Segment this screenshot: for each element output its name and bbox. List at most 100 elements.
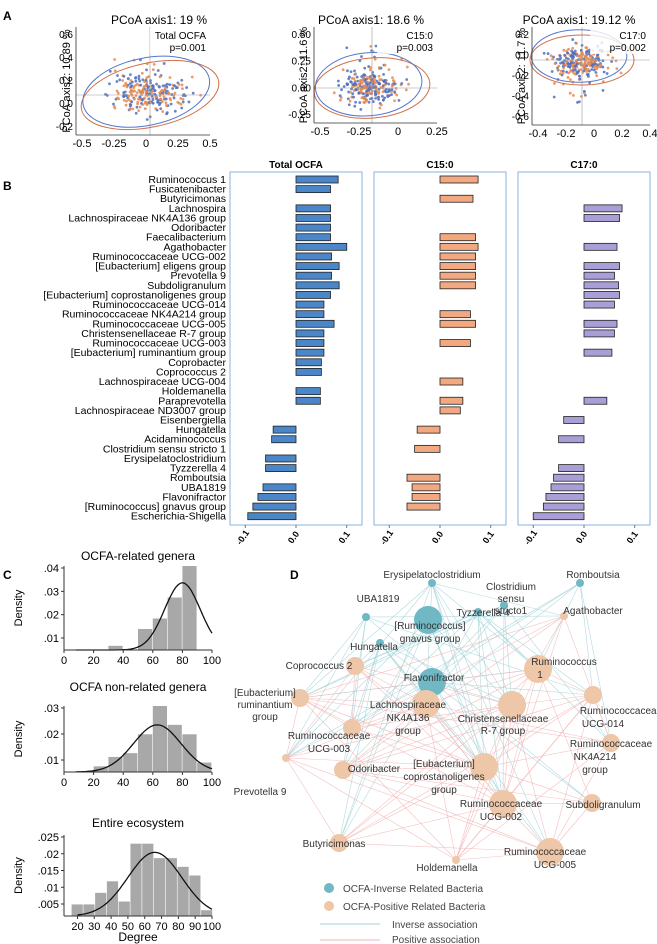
genus-label: Lachnospiraceae NK4A136 group [68, 212, 226, 224]
sample-point [360, 81, 364, 85]
sample-point [371, 80, 375, 84]
sample-point [130, 93, 134, 97]
sample-point [168, 97, 172, 100]
y-tick-label: -0.25 [288, 110, 311, 121]
positive-edge [425, 703, 504, 805]
sample-point [569, 78, 572, 82]
annotation-background [150, 28, 208, 54]
sample-point [569, 69, 573, 73]
sample-point [362, 73, 366, 76]
sample-point [151, 68, 155, 72]
sample-point [143, 107, 147, 111]
bar [563, 416, 585, 424]
sample-point [165, 112, 168, 116]
node-label: sensu [498, 594, 525, 605]
inverse-edge [338, 642, 381, 844]
histogram-bar [71, 904, 83, 916]
genus-label: Ruminococcaceae UCG-014 [92, 299, 226, 311]
panel-label-b: B [3, 179, 12, 193]
pcoa-p-value: p=0.001 [170, 43, 207, 54]
sample-point [337, 84, 341, 87]
sample-point [129, 73, 132, 77]
y-tick-label: -0.2 [512, 71, 530, 82]
x-tick-label: 0 [61, 777, 67, 789]
positive-edge [342, 703, 427, 771]
sample-point [122, 98, 126, 102]
sample-point [156, 69, 160, 72]
sample-point [586, 72, 590, 76]
sample-point [352, 77, 356, 80]
sample-point [364, 81, 368, 85]
sample-point [360, 96, 364, 100]
node-label: Prevotella 9 [234, 787, 287, 798]
sample-point [594, 58, 598, 62]
group-ellipse-positive [80, 59, 220, 131]
pcoa-plot-2: PCoA axis1: 18.6 % PCoA axis2: 11.6 % C15:… [288, 13, 448, 138]
sample-point [168, 76, 172, 79]
sample-point [175, 86, 179, 89]
sample-point [384, 81, 388, 85]
positive-edge [285, 704, 513, 759]
sample-point [122, 84, 126, 88]
bar [272, 425, 297, 434]
genus-label: Odoribacter [171, 222, 226, 234]
sample-point [164, 104, 168, 107]
pcoa-plots: PCoA axis1: 19 % PCoA axis2: 10.89 % Total… [56, 13, 657, 150]
sample-point [359, 108, 363, 111]
sample-point [159, 97, 163, 101]
sample-point [332, 91, 336, 95]
sample-point [124, 103, 128, 107]
node-circle [524, 655, 552, 683]
bar [295, 242, 348, 251]
node-label: Odoribacter [348, 764, 401, 775]
sample-point [579, 48, 583, 52]
node-circle [498, 691, 526, 719]
sample-point [570, 49, 574, 53]
positive-edge [299, 697, 504, 805]
sample-point [108, 69, 112, 73]
sample-point [191, 91, 195, 95]
histogram-title: OCFA non-related genera [70, 680, 207, 694]
histogram-bar [130, 843, 142, 916]
sample-point [364, 91, 368, 95]
sample-point [136, 102, 140, 106]
positive-edge [285, 757, 457, 861]
sample-point [151, 98, 155, 101]
sample-point [549, 54, 553, 58]
sample-point [351, 92, 355, 96]
sample-point [598, 65, 602, 69]
inverse-edge [579, 582, 612, 744]
bar [439, 310, 471, 319]
node-label: UBA1819 [357, 594, 400, 605]
positive-edge [511, 704, 551, 853]
panel-label-d: D [290, 568, 299, 582]
sample-point [400, 82, 404, 85]
sample-point [354, 88, 358, 91]
sample-point [129, 89, 133, 93]
sample-point [561, 60, 564, 64]
y-axis-label: Density [13, 857, 25, 894]
sample-point [585, 70, 588, 73]
genus-label: Paraprevotella [158, 395, 226, 407]
sample-point [363, 84, 367, 88]
bar [411, 493, 441, 501]
sample-point [561, 69, 565, 73]
network-node: Odoribacter [334, 761, 401, 779]
bar [295, 281, 340, 290]
histogram-bar [83, 904, 95, 916]
sample-point [582, 69, 586, 73]
bar [439, 271, 476, 280]
sample-point [116, 74, 119, 77]
node-circle [470, 753, 498, 781]
positive-edge [285, 757, 551, 853]
genus-label: Eisenbergiella [160, 415, 226, 427]
positive-edge [537, 668, 593, 804]
sample-point [134, 111, 138, 115]
network-node: Ruminococcaceae UCG-005 [504, 838, 587, 871]
bar-chart-3: C17:0 -0.1 0.0 0.1 [517, 160, 651, 547]
genus-label: Prevotella 9 [171, 270, 227, 282]
inverse-edge [342, 616, 367, 771]
genus-label: Ruminococcus 1 [148, 174, 226, 186]
sample-point [584, 59, 587, 63]
positive-edge [338, 694, 594, 844]
